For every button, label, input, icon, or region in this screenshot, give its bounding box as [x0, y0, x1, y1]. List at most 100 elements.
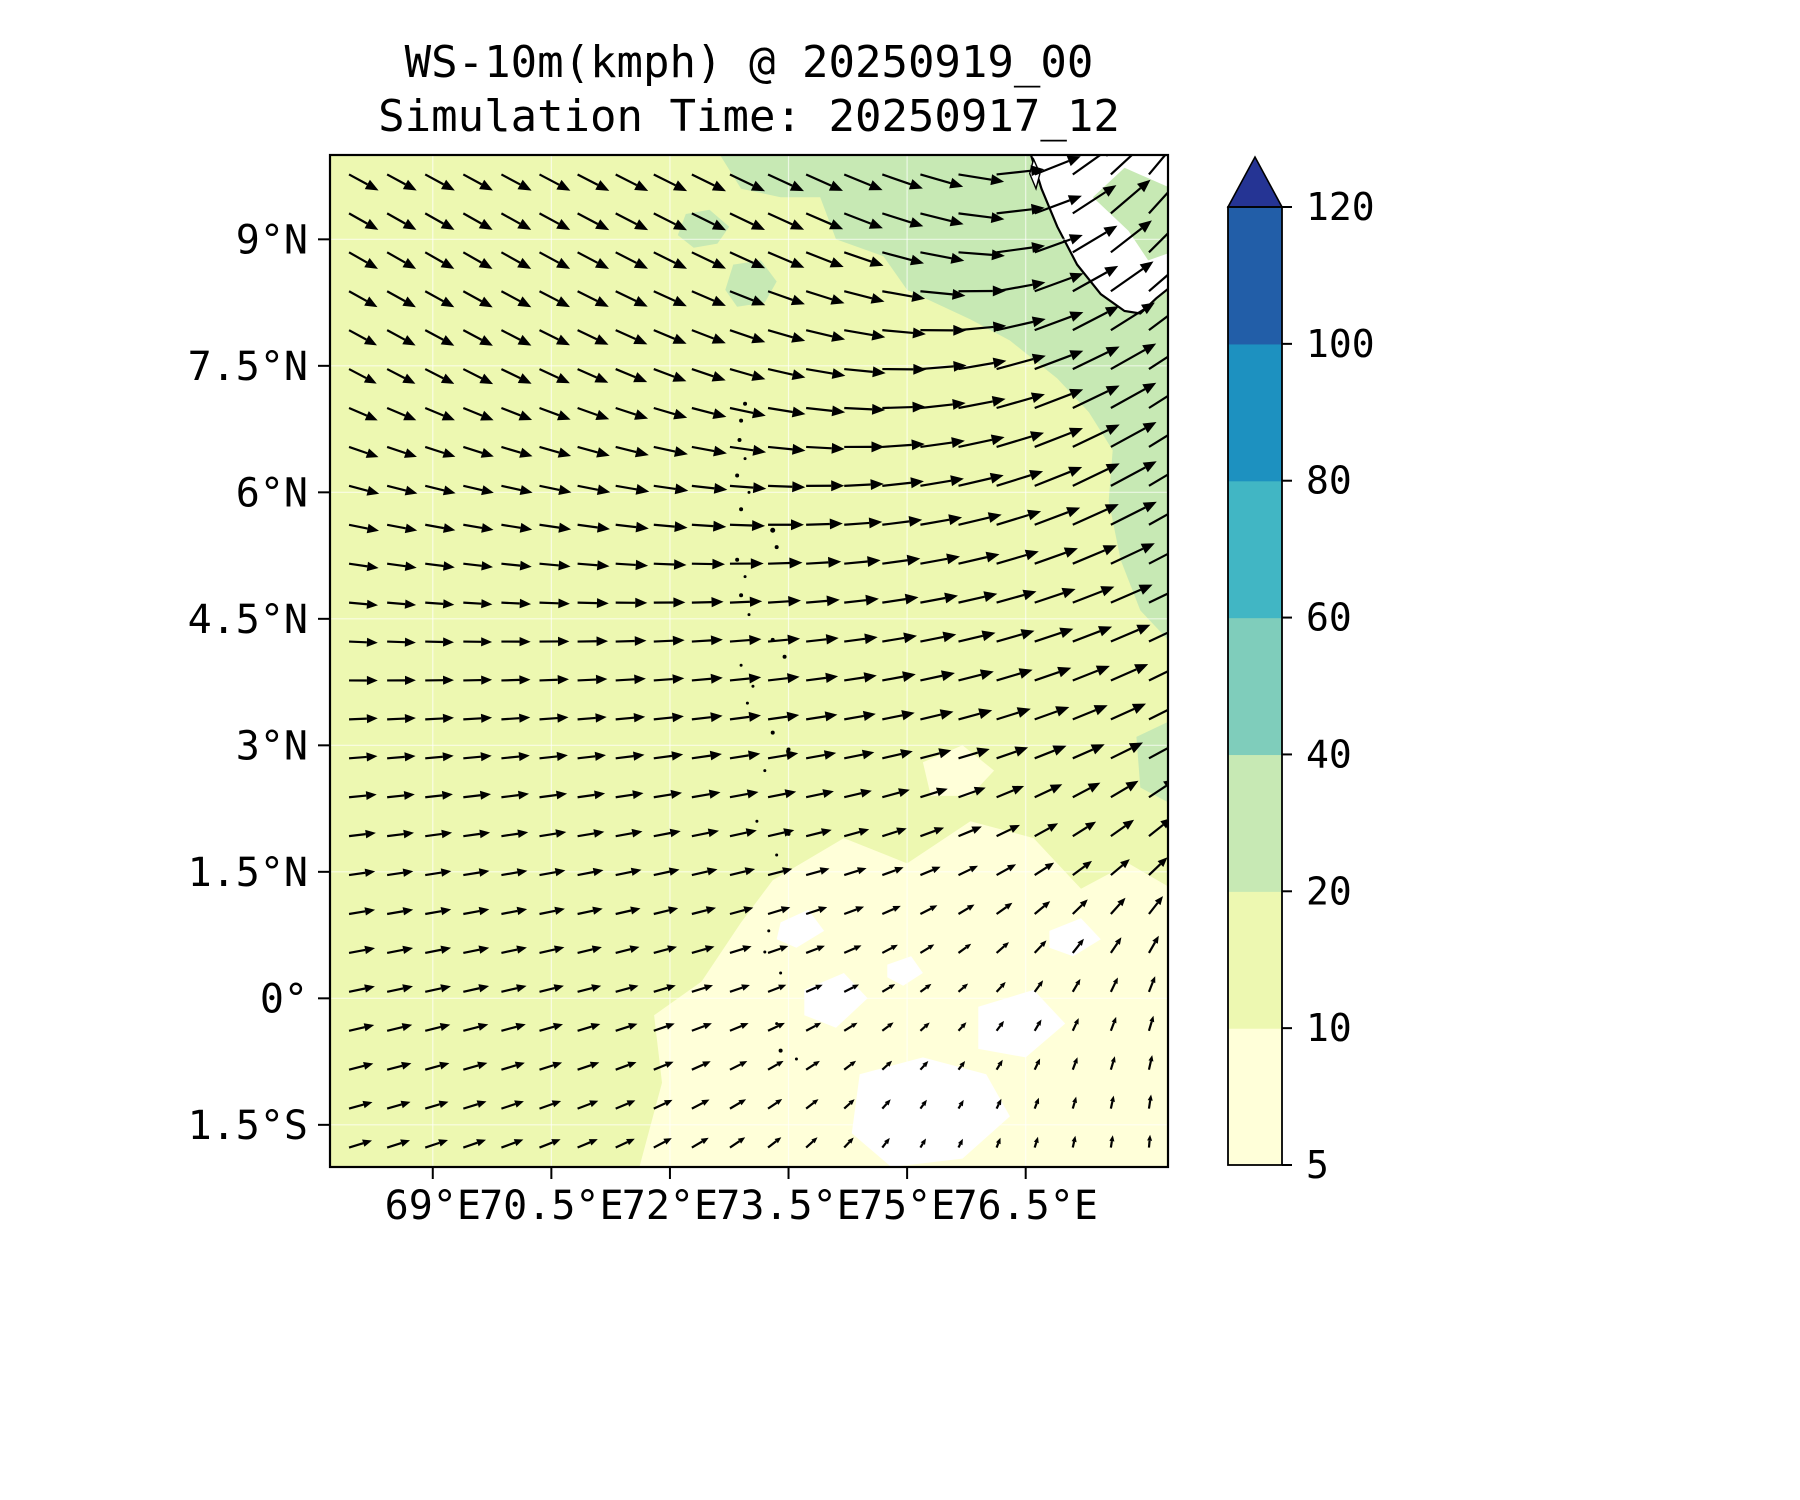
wind-arrow-shaft: [1148, 823, 1164, 838]
wind-arrow-head: [440, 907, 452, 916]
wind-arrow-head: [400, 1100, 411, 1109]
wind-arrow-shaft: [691, 870, 708, 877]
wind-arrow-head: [822, 789, 834, 798]
wind-arrow-shaft: [386, 910, 404, 916]
wind-arrows: [348, 155, 1193, 1149]
wind-arrow-shaft: [463, 562, 482, 567]
wind-arrow-head: [1150, 976, 1156, 984]
wind-arrow-shaft: [767, 368, 794, 376]
wind-arrow-head: [481, 485, 494, 496]
wind-arrow-shaft: [1148, 592, 1168, 604]
wind-arrow-shaft: [920, 212, 952, 223]
wind-arrow-shaft: [996, 320, 1034, 332]
wind-arrow-head: [964, 943, 972, 950]
wind-arrow-head: [519, 485, 533, 495]
wind-arrow-head: [740, 1023, 749, 1029]
wind-arrow-head: [749, 635, 762, 646]
wind-arrow-head: [748, 711, 761, 722]
wind-arrow-head: [1138, 584, 1153, 595]
wind-arrow-shaft: [1110, 707, 1135, 721]
wind-arrow-head: [479, 829, 491, 839]
wind-arrow-shaft: [805, 251, 832, 264]
wind-arrow-shaft: [957, 986, 965, 993]
wind-arrow-shaft: [805, 908, 820, 916]
wind-arrow-shaft: [1034, 199, 1071, 215]
wind-arrow-shaft: [577, 329, 598, 341]
wind-arrow-shaft: [1109, 1101, 1114, 1109]
wind-arrow-head: [634, 409, 649, 420]
wind-arrow-shaft: [653, 484, 676, 490]
wind-arrow-shaft: [1072, 904, 1083, 915]
wind-arrow-shaft: [1034, 671, 1060, 682]
wind-arrow-head: [594, 372, 609, 383]
wind-arrow-shaft: [615, 1063, 629, 1071]
wind-arrow-shaft: [996, 553, 1027, 565]
wind-arrow-shaft: [958, 595, 985, 604]
wind-arrow-head: [712, 558, 725, 570]
wind-arrow-head: [1071, 1135, 1077, 1143]
wind-arrow-shaft: [425, 871, 442, 877]
wind-arrow-shaft: [539, 601, 559, 605]
colorbar-tick-label: 10: [1306, 1006, 1352, 1050]
wind-arrow-head: [594, 334, 609, 345]
wind-arrow-shaft: [386, 1141, 402, 1149]
wind-arrow-shaft: [653, 639, 674, 643]
wind-arrow-shaft: [729, 484, 754, 489]
wind-arrow-shaft: [348, 1103, 364, 1110]
wind-arrow-head: [519, 447, 533, 458]
wind-arrow-shaft: [995, 1142, 1000, 1148]
wind-arrow-head: [774, 1137, 782, 1144]
wind-arrow-shaft: [806, 599, 828, 604]
wind-arrow-head: [1104, 306, 1119, 318]
wind-arrow-shaft: [957, 1065, 963, 1071]
y-tick-label: 0°: [260, 976, 308, 1022]
wind-arrow-shaft: [691, 677, 712, 682]
wind-arrow-head: [440, 218, 455, 230]
wind-arrow-head: [1147, 1094, 1153, 1101]
wind-arrow-head: [1179, 420, 1193, 432]
wind-arrow-head: [1095, 665, 1110, 676]
wind-arrow-shaft: [1147, 1060, 1153, 1070]
wind-arrow-shaft: [462, 290, 483, 303]
wind-arrow-shaft: [1147, 941, 1157, 954]
wind-arrow-shaft: [957, 1025, 964, 1032]
wind-arrow-shaft: [691, 173, 715, 187]
wind-arrow-head: [554, 906, 565, 915]
wind-arrow-head: [591, 945, 602, 954]
wind-arrow-head: [672, 674, 685, 684]
wind-arrow-head: [785, 750, 799, 760]
wind-arrow-head: [592, 906, 603, 915]
wind-arrow-head: [481, 523, 494, 533]
wind-arrow-shaft: [387, 755, 405, 760]
wind-arrow-shaft: [843, 1024, 853, 1032]
wind-arrow-head: [671, 751, 684, 761]
wind-arrow-head: [821, 828, 832, 837]
wind-arrow-head: [999, 981, 1006, 988]
wind-arrow-head: [816, 945, 825, 952]
wind-arrow-head: [849, 1060, 857, 1067]
wind-arrow-head: [633, 334, 648, 345]
wind-arrow-shaft: [919, 1064, 926, 1071]
wind-arrow-shaft: [577, 678, 597, 682]
wind-arrow-head: [784, 789, 797, 799]
wind-arrow-shaft: [386, 523, 406, 530]
wind-arrow-shaft: [500, 251, 521, 264]
wind-arrow-head: [748, 673, 762, 684]
wind-arrow-shaft: [882, 481, 912, 487]
wind-arrow-head: [888, 984, 896, 990]
wind-arrow-shaft: [501, 794, 519, 799]
wind-arrow-head: [635, 597, 648, 608]
wind-arrow-head: [1104, 265, 1119, 277]
wind-arrow-shaft: [500, 290, 521, 303]
wind-arrow-head: [1140, 543, 1155, 554]
wind-arrow-shaft: [882, 251, 912, 262]
wind-arrow-head: [404, 561, 417, 571]
wind-arrow-head: [707, 828, 719, 838]
wind-arrow-head: [813, 1060, 820, 1067]
wind-arrow-head: [1122, 819, 1135, 830]
wind-arrow-head: [828, 180, 843, 191]
wind-arrow-shaft: [425, 755, 443, 760]
wind-arrow-shaft: [615, 909, 632, 916]
wind-arrow-shaft: [539, 755, 558, 760]
wind-arrow-shaft: [653, 212, 676, 226]
